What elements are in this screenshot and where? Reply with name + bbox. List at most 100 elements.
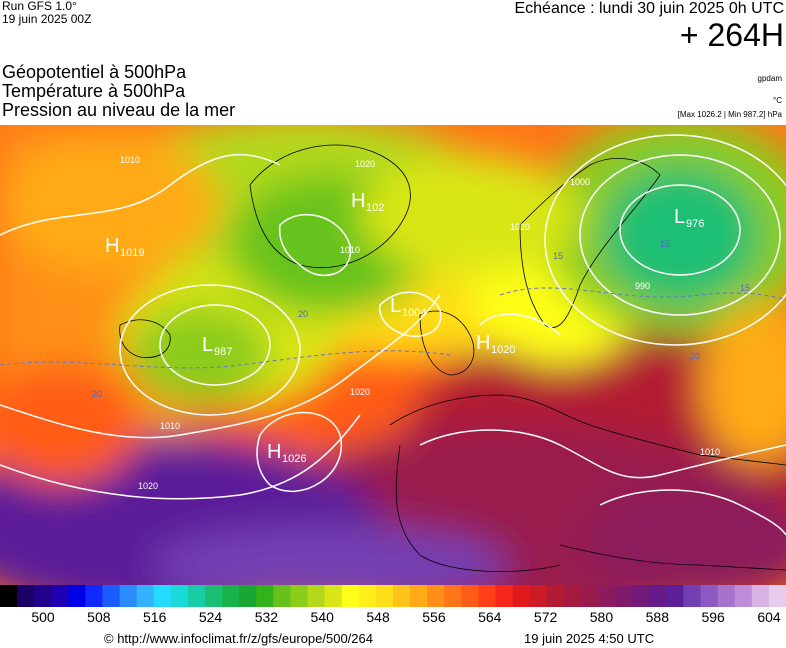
colorbar-tick-label: 596	[701, 609, 725, 625]
colorbar-swatch	[358, 585, 377, 607]
colorbar-swatch	[529, 585, 548, 607]
colorbar-swatch	[461, 585, 479, 607]
isobar-label: 1010	[160, 421, 180, 431]
colorbar-swatch	[153, 585, 172, 607]
colorbar-swatch	[68, 585, 86, 607]
forecast-valid-time: Echéance : lundi 30 juin 2025 0h UTC	[514, 0, 784, 17]
center-value: 102	[366, 202, 384, 214]
colorbar-tick-label: 532	[254, 609, 279, 625]
temperature-label: 20	[92, 389, 102, 399]
colorbar-tick-label: 556	[422, 609, 446, 625]
colorbar-swatch	[512, 585, 531, 607]
colorbar-swatch	[187, 585, 206, 607]
temperature-label: 15	[553, 251, 563, 261]
isobar-label: 1020	[350, 387, 370, 397]
colorbar-swatch	[239, 585, 257, 607]
isobar-label: 1000	[570, 177, 590, 187]
colorbar-swatch	[290, 585, 309, 607]
center-value: 1004	[402, 307, 426, 319]
colorbar-tick-label: 588	[645, 609, 669, 625]
colorbar-tick-label: 500	[31, 609, 55, 625]
colorbar-swatch	[34, 585, 52, 607]
colorbar-swatch	[615, 585, 633, 607]
isobar-label: 1020	[355, 159, 375, 169]
colorbar-swatch	[102, 585, 121, 607]
colorbar-swatch	[222, 585, 240, 607]
colorbar-swatch	[85, 585, 104, 607]
coastlines	[119, 144, 786, 572]
colorbar-swatch	[734, 585, 753, 607]
colorbar-swatch	[324, 585, 343, 607]
temperature-label: 20	[690, 351, 700, 361]
colorbar-tick-label: 540	[310, 609, 334, 625]
colorbar-swatch	[410, 585, 428, 607]
colorbar-tick-label: 564	[478, 609, 502, 625]
colorbar-tick-label: 580	[589, 609, 614, 625]
colorbar-swatch	[495, 585, 514, 607]
colorbar-swatch	[393, 585, 411, 607]
center-letter: H	[105, 235, 119, 257]
colorbar-ticks: 500 508 516 524 532 540 548 556 564 572 580 588 596 6…	[0, 609, 786, 625]
weather-map: H 1019 H 102 L 976 L 987 L 1004 H 1020 H…	[0, 125, 786, 585]
run-title: Run GFS 1.0°	[2, 0, 77, 13]
colorbar-swatch	[256, 585, 274, 607]
center-value: 1019	[120, 247, 144, 259]
colorbar-swatch	[700, 585, 719, 607]
colorbar-swatch	[751, 585, 770, 607]
variable-temperature: Température à 500hPa	[2, 81, 186, 101]
colorbar-swatch	[768, 585, 786, 607]
colorbar-swatch	[119, 585, 138, 607]
colorbar-tick-label: 572	[533, 609, 558, 625]
isobar-label: 1020	[510, 222, 530, 232]
center-letter: H	[351, 190, 365, 212]
forecast-lead-time: + 264H	[679, 17, 784, 53]
temperature-label: 20	[298, 309, 308, 319]
colorbar-swatch	[427, 585, 445, 607]
colorbar-swatch	[273, 585, 291, 607]
run-date: 19 juin 2025 00Z	[2, 12, 92, 26]
colorbar-swatch	[375, 585, 394, 607]
colorbar-swatch	[666, 585, 684, 607]
variable-sea-level-pressure: Pression au niveau de la mer	[2, 100, 236, 120]
isotherms	[0, 287, 786, 369]
center-letter: L	[674, 206, 685, 228]
colorbar-tick-label: 516	[143, 609, 167, 625]
colorbar-swatch	[307, 585, 326, 607]
center-value: 976	[686, 218, 704, 230]
user-tag: gpdam	[757, 74, 782, 83]
center-value: 1026	[282, 453, 306, 465]
temperature-label: 15	[660, 239, 670, 249]
isobar-labels: 1010 1020 1010 990 1000 1020 1010 1020 1…	[120, 155, 720, 491]
pressure-max-min: [Max 1026.2 | Min 987.2] hPa	[677, 110, 782, 119]
colorbar-swatch	[580, 585, 599, 607]
center-letter: L	[390, 295, 401, 317]
geopotential-shading	[0, 125, 786, 585]
colorbar-swatch	[563, 585, 582, 607]
center-letter: L	[202, 334, 213, 356]
colorbar-swatch	[17, 585, 35, 607]
colorbar-swatch	[683, 585, 702, 607]
colorbar-swatch	[0, 585, 18, 607]
generation-time: 19 juin 2025 4:50 UTC	[524, 631, 655, 646]
isobar-label: 1010	[340, 245, 360, 255]
colorbar-swatch	[341, 585, 360, 607]
center-value: 987	[214, 346, 232, 358]
isobars	[0, 134, 786, 536]
colorbar-swatch	[170, 585, 189, 607]
colorbar-swatch	[136, 585, 155, 607]
temperature-labels: 20 20 15 15 20 15	[92, 239, 750, 399]
variable-geopotential: Géopotentiel à 500hPa	[2, 62, 187, 82]
pressure-centers: H 1019 H 102 L 976 L 987 L 1004 H 1020 H…	[105, 190, 704, 465]
colorbar-swatch	[205, 585, 223, 607]
colorbar-swatch	[444, 585, 462, 607]
colorbar-tick-label: 604	[757, 609, 781, 625]
colorbar-tick-label: 524	[198, 609, 223, 625]
colorbar-swatch	[51, 585, 69, 607]
isobar-label: 1010	[700, 447, 720, 457]
temperature-label: 15	[740, 283, 750, 293]
center-letter: H	[267, 441, 281, 463]
colorbar-swatch	[632, 585, 650, 607]
colorbar-swatch	[478, 585, 497, 607]
colorbar-tick-label: 508	[87, 609, 111, 625]
isobar-label: 1020	[138, 481, 158, 491]
